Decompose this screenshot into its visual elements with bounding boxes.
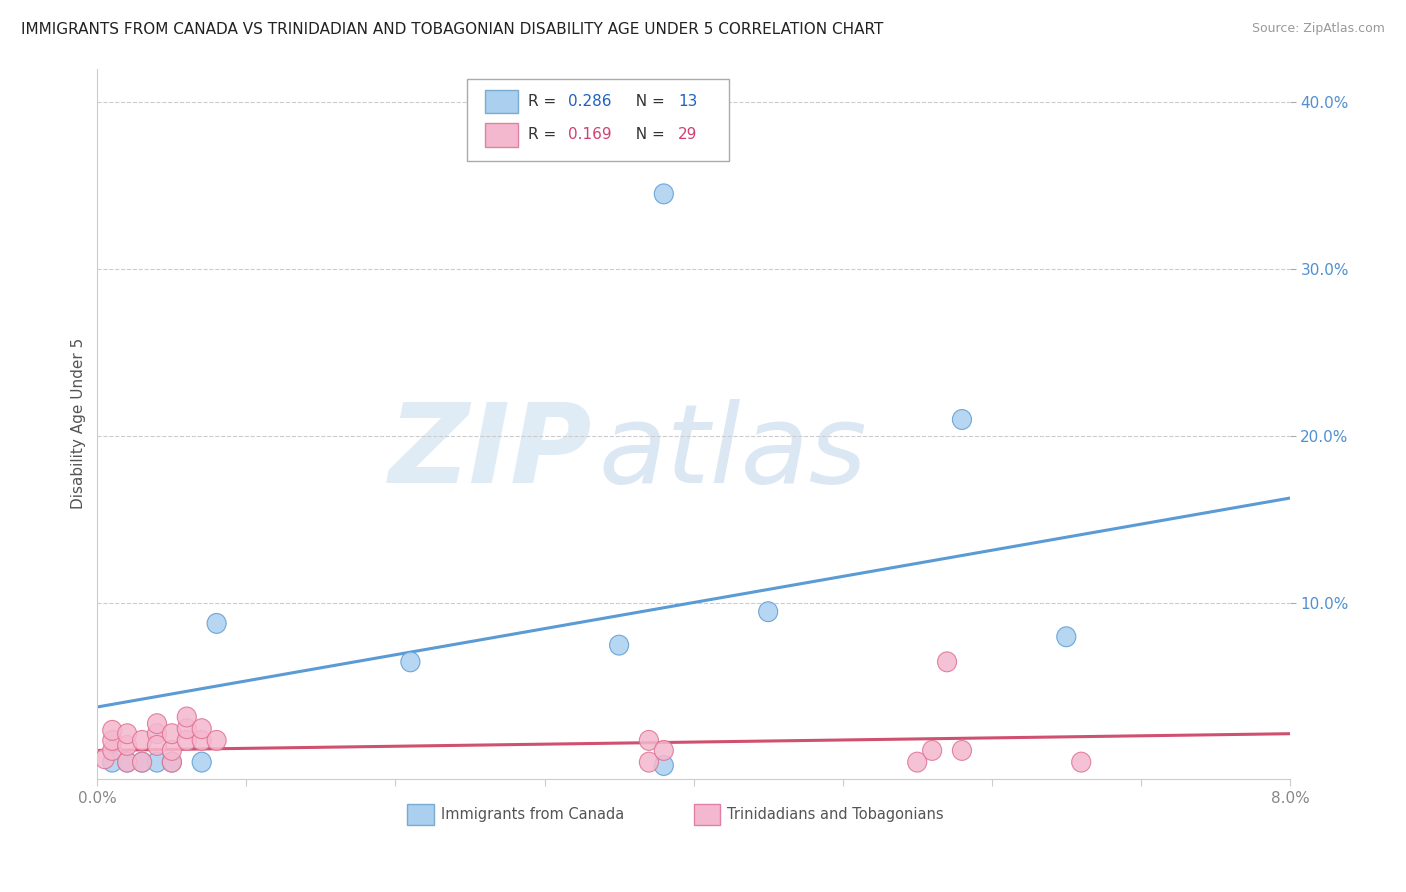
FancyBboxPatch shape: [467, 79, 730, 161]
Ellipse shape: [162, 723, 181, 744]
Ellipse shape: [654, 740, 673, 760]
Ellipse shape: [759, 602, 778, 622]
Text: Trinidadians and Tobagonians: Trinidadians and Tobagonians: [727, 807, 943, 822]
Ellipse shape: [908, 752, 927, 772]
Text: 29: 29: [678, 127, 697, 142]
Text: Immigrants from Canada: Immigrants from Canada: [441, 807, 624, 822]
Ellipse shape: [118, 736, 136, 756]
Text: Source: ZipAtlas.com: Source: ZipAtlas.com: [1251, 22, 1385, 36]
Ellipse shape: [132, 731, 152, 750]
Ellipse shape: [193, 719, 211, 739]
Ellipse shape: [654, 756, 673, 775]
Text: R =: R =: [527, 94, 561, 109]
Text: N =: N =: [626, 94, 669, 109]
Text: ZIP: ZIP: [389, 399, 592, 506]
Ellipse shape: [640, 731, 658, 750]
Ellipse shape: [193, 752, 211, 772]
Ellipse shape: [922, 740, 942, 760]
Ellipse shape: [103, 740, 122, 760]
Ellipse shape: [401, 652, 420, 672]
Ellipse shape: [96, 749, 114, 769]
Ellipse shape: [177, 731, 197, 750]
Y-axis label: Disability Age Under 5: Disability Age Under 5: [72, 338, 86, 509]
Ellipse shape: [1071, 752, 1091, 772]
Ellipse shape: [193, 731, 211, 750]
Ellipse shape: [1057, 627, 1076, 647]
Ellipse shape: [177, 719, 197, 739]
Ellipse shape: [103, 752, 122, 772]
Ellipse shape: [162, 752, 181, 772]
Text: R =: R =: [527, 127, 561, 142]
Ellipse shape: [132, 752, 152, 772]
Ellipse shape: [148, 723, 166, 744]
Ellipse shape: [132, 752, 152, 772]
Ellipse shape: [118, 752, 136, 772]
Text: N =: N =: [626, 127, 669, 142]
Ellipse shape: [162, 740, 181, 760]
Ellipse shape: [207, 731, 226, 750]
Ellipse shape: [952, 740, 972, 760]
FancyBboxPatch shape: [485, 90, 519, 113]
Text: 13: 13: [678, 94, 697, 109]
Ellipse shape: [952, 409, 972, 429]
FancyBboxPatch shape: [485, 123, 519, 146]
Ellipse shape: [610, 635, 628, 655]
FancyBboxPatch shape: [693, 804, 720, 825]
Ellipse shape: [148, 714, 166, 733]
Ellipse shape: [103, 731, 122, 750]
Ellipse shape: [162, 752, 181, 772]
Ellipse shape: [118, 752, 136, 772]
Text: atlas: atlas: [598, 399, 868, 506]
Ellipse shape: [207, 614, 226, 633]
Ellipse shape: [938, 652, 956, 672]
Ellipse shape: [654, 184, 673, 203]
Ellipse shape: [148, 752, 166, 772]
Text: 0.286: 0.286: [568, 94, 612, 109]
Ellipse shape: [118, 723, 136, 744]
Ellipse shape: [148, 736, 166, 756]
Ellipse shape: [640, 752, 658, 772]
FancyBboxPatch shape: [408, 804, 433, 825]
Ellipse shape: [103, 721, 122, 740]
Text: 0.169: 0.169: [568, 127, 612, 142]
Ellipse shape: [177, 707, 197, 727]
Text: IMMIGRANTS FROM CANADA VS TRINIDADIAN AND TOBAGONIAN DISABILITY AGE UNDER 5 CORR: IMMIGRANTS FROM CANADA VS TRINIDADIAN AN…: [21, 22, 883, 37]
